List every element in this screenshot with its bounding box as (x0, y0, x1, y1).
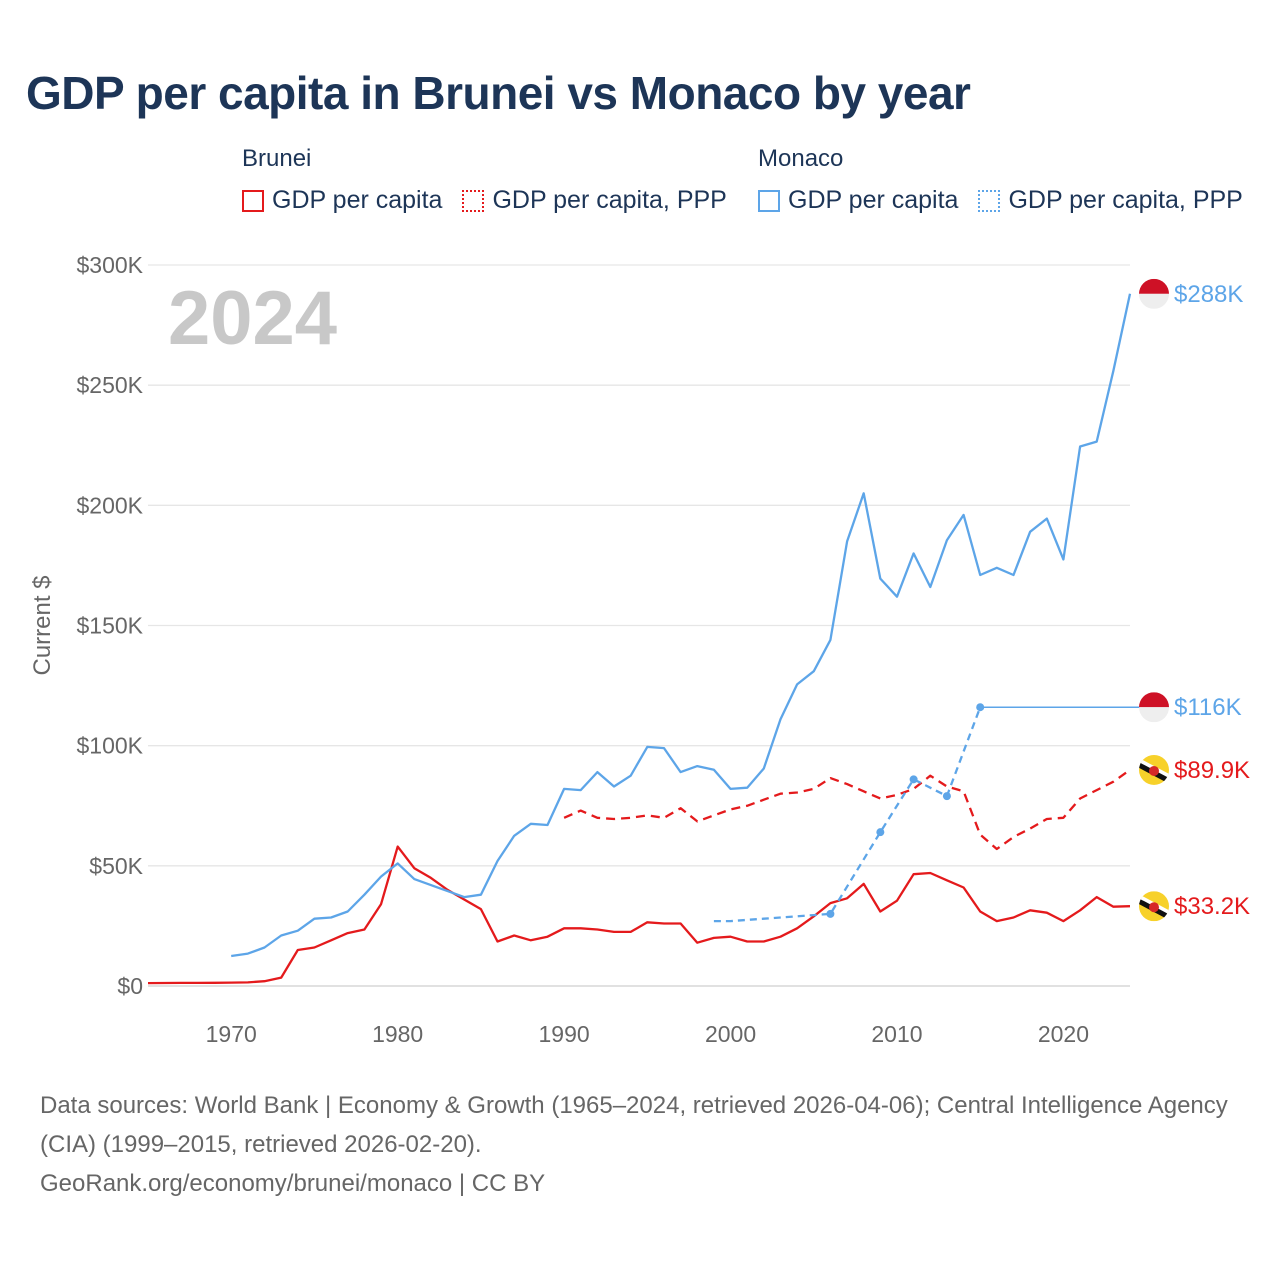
y-tick-label: $150K (76, 613, 143, 639)
series-end-label: $116K (1174, 694, 1242, 721)
flag-red-band (1139, 278, 1169, 294)
series-marker (826, 909, 835, 918)
x-tick-label: 1970 (206, 1021, 257, 1047)
legend-item-monaco-gdp-ppp[interactable]: GDP per capita, PPP (978, 186, 1243, 215)
footer-sources: Data sources: World Bank | Economy & Gro… (40, 1092, 1228, 1158)
legend-label: GDP per capita, PPP (1008, 186, 1243, 214)
legend-swatch-solid-icon (758, 189, 780, 212)
series-end-label: $89.9K (1174, 757, 1250, 784)
footer: Data sources: World Bank | Economy & Gro… (40, 1086, 1250, 1203)
footer-attribution[interactable]: GeoRank.org/economy/brunei/monaco | CC B… (40, 1170, 546, 1197)
line-chart: 2024 $0 $50K $100K $150K $200K $250K $300K 1970 1… (29, 252, 1250, 1047)
flag-emblem (1149, 765, 1159, 776)
monaco-flag-icon (1139, 692, 1169, 723)
legend-item-brunei-gdp[interactable]: GDP per capita (242, 186, 442, 215)
series-line-3 (713, 706, 982, 923)
y-tick-label: $100K (76, 733, 143, 759)
series-marker (876, 828, 885, 837)
chart-title: GDP per capita in Brunei vs Monaco by ye… (26, 67, 971, 119)
flag-body (1139, 278, 1169, 309)
flag-white-band (1139, 707, 1169, 723)
legend-group-title-monaco: Monaco (758, 145, 844, 172)
flag-body (1139, 754, 1169, 785)
y-tick-label: $250K (76, 372, 143, 398)
flag-body (1139, 692, 1169, 723)
series-marker (976, 703, 985, 712)
flag-body (1139, 891, 1169, 922)
x-tick-label: 2010 (871, 1021, 922, 1047)
flag-white-band (1139, 293, 1169, 309)
flag-emblem (1149, 902, 1159, 913)
brunei-flag-icon (1139, 754, 1169, 785)
series-marker (942, 792, 951, 801)
legend-item-brunei-gdp-ppp[interactable]: GDP per capita, PPP (462, 186, 727, 215)
legend-group-brunei: Brunei GDP per capita GDP per capita, PP… (242, 144, 747, 215)
monaco-flag-icon (1139, 278, 1169, 309)
legend-group-title-brunei: Brunei (242, 145, 312, 172)
x-tick-label: 2000 (705, 1021, 756, 1047)
x-tick-label: 2020 (1038, 1021, 1089, 1047)
x-tick-label: 1990 (539, 1021, 590, 1047)
series-end-label: $288K (1174, 281, 1243, 308)
y-tick-label: $0 (117, 973, 143, 999)
series-line-2 (231, 293, 1132, 958)
legend-swatch-dotted-icon (462, 189, 485, 212)
legend-group-monaco: Monaco GDP per capita GDP per capita, PP… (758, 144, 1263, 215)
y-tick-label: $300K (76, 252, 143, 278)
series-line-0 (147, 845, 1131, 985)
brunei-flag-icon (1139, 891, 1169, 922)
legend-label: GDP per capita (788, 186, 959, 214)
year-watermark: 2024 (168, 276, 337, 361)
series-line-1 (563, 768, 1131, 851)
y-axis-label: Current $ (29, 575, 56, 675)
x-tick-label: 1980 (372, 1021, 423, 1047)
series-marker (909, 775, 918, 784)
series-end-label: $33.2K (1174, 893, 1250, 920)
legend-item-monaco-gdp[interactable]: GDP per capita (758, 186, 958, 215)
legend-label: GDP per capita, PPP (492, 186, 727, 214)
y-tick-label: $200K (76, 492, 143, 518)
y-tick-label: $50K (89, 853, 143, 879)
legend-label: GDP per capita (272, 186, 443, 214)
flag-red-band (1139, 692, 1169, 708)
legend-swatch-solid-icon (242, 189, 264, 212)
legend-swatch-dotted-icon (978, 189, 1001, 212)
